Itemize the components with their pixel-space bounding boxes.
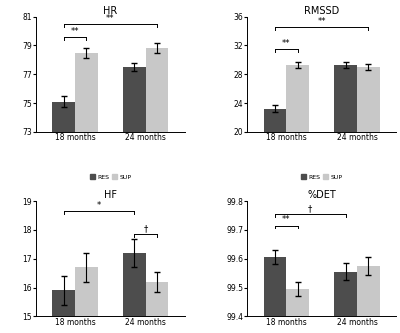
Bar	[52, 102, 75, 333]
Bar	[286, 289, 309, 333]
Text: **: **	[106, 14, 115, 23]
Text: †: †	[308, 204, 312, 213]
Bar	[357, 266, 380, 333]
Bar	[357, 67, 380, 276]
Bar	[123, 253, 146, 333]
Bar	[264, 109, 286, 276]
Legend: RES, SUP: RES, SUP	[90, 174, 131, 179]
Title: HR: HR	[103, 6, 118, 16]
Legend: RES, SUP: RES, SUP	[301, 174, 342, 179]
Text: †: †	[144, 224, 148, 233]
Title: %DET: %DET	[307, 190, 336, 200]
Bar	[75, 53, 98, 333]
Text: **: **	[282, 215, 290, 224]
Bar	[146, 48, 168, 333]
Bar	[52, 290, 75, 333]
Text: **: **	[71, 27, 79, 36]
Bar	[146, 282, 168, 333]
Bar	[264, 257, 286, 333]
Bar	[123, 67, 146, 333]
Text: **: **	[282, 39, 290, 48]
Bar	[334, 65, 357, 276]
Bar	[334, 272, 357, 333]
Bar	[286, 65, 309, 276]
Title: RMSSD: RMSSD	[304, 6, 339, 16]
Text: *: *	[97, 201, 101, 210]
Bar	[75, 267, 98, 333]
Text: **: **	[317, 17, 326, 26]
Title: HF: HF	[104, 190, 117, 200]
